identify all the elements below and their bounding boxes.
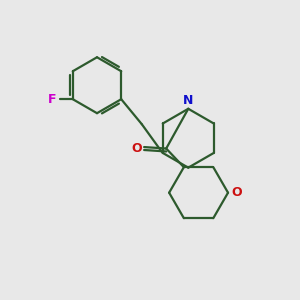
- Text: F: F: [48, 93, 57, 106]
- Text: O: O: [131, 142, 142, 155]
- Text: O: O: [232, 186, 242, 199]
- Text: N: N: [183, 94, 194, 107]
